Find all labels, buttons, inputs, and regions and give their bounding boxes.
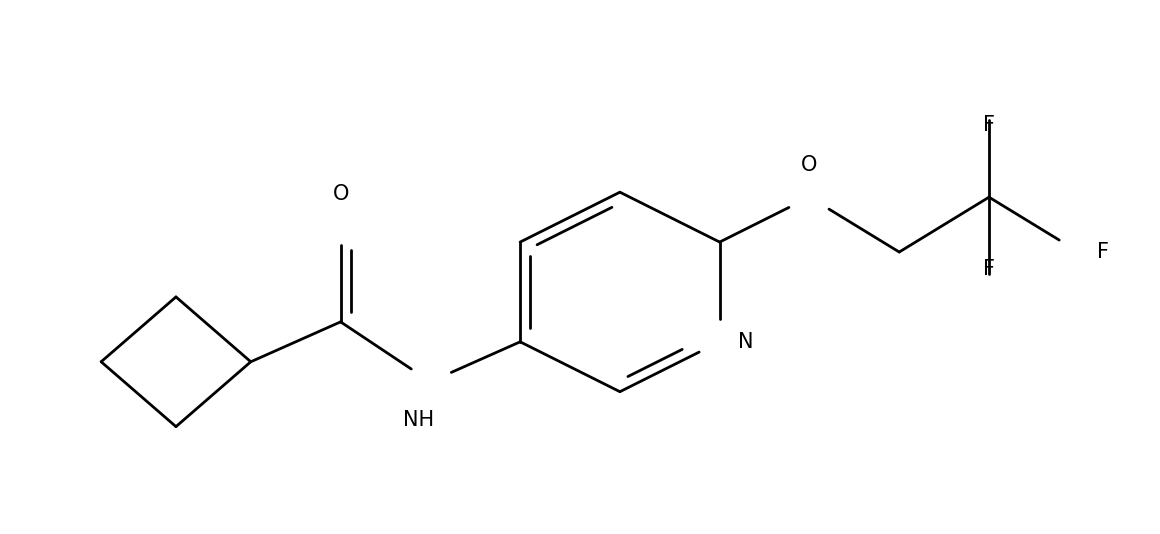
Text: F: F bbox=[1096, 242, 1109, 262]
Text: O: O bbox=[333, 184, 349, 204]
Text: F: F bbox=[983, 259, 995, 279]
Text: F: F bbox=[983, 115, 995, 135]
Text: O: O bbox=[802, 155, 818, 175]
Text: NH: NH bbox=[403, 410, 434, 430]
Text: N: N bbox=[738, 332, 753, 352]
